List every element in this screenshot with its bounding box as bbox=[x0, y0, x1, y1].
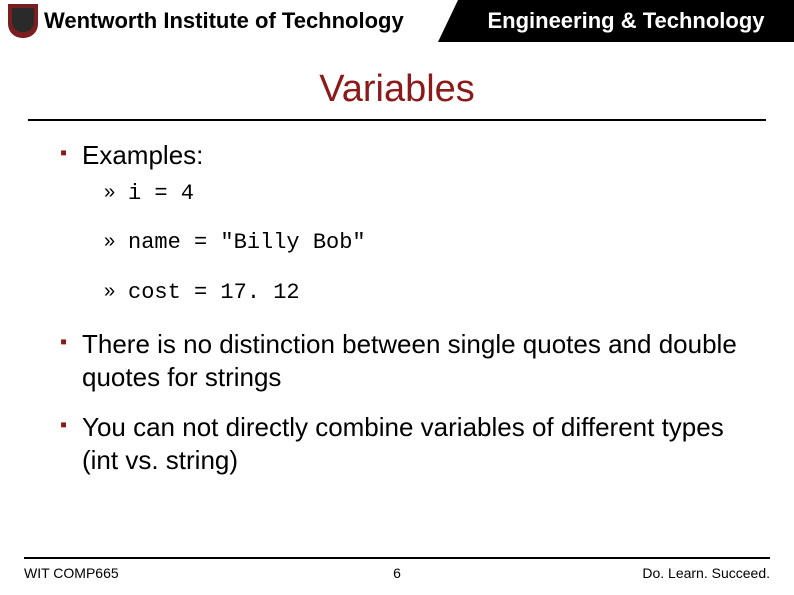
institution-logo bbox=[8, 4, 38, 38]
header-left: Wentworth Institute of Technology bbox=[0, 0, 458, 42]
footer-row: WIT COMP665 6 Do. Learn. Succeed. bbox=[24, 565, 770, 581]
code-example: name = "Billy Bob" bbox=[104, 229, 746, 257]
bullet-text: There is no distinction between single q… bbox=[82, 329, 737, 392]
slide-number: 6 bbox=[393, 565, 401, 581]
footer-divider bbox=[24, 557, 770, 559]
title-block: Variables bbox=[0, 68, 794, 121]
bullet-text: Examples: bbox=[82, 140, 203, 170]
footer-course-code: WIT COMP665 bbox=[24, 565, 119, 581]
department-label: Engineering & Technology bbox=[458, 0, 794, 42]
slide-title: Variables bbox=[319, 68, 475, 115]
code-example: i = 4 bbox=[104, 180, 746, 208]
bullet-item: Examples: i = 4 name = "Billy Bob" cost … bbox=[60, 139, 746, 306]
slide-header: Wentworth Institute of Technology Engine… bbox=[0, 0, 794, 42]
slide-footer: WIT COMP665 6 Do. Learn. Succeed. bbox=[0, 557, 794, 581]
sub-bullet-list: i = 4 name = "Billy Bob" cost = 17. 12 bbox=[104, 180, 746, 307]
slide-content: Examples: i = 4 name = "Billy Bob" cost … bbox=[0, 121, 794, 476]
bullet-text: You can not directly combine variables o… bbox=[82, 412, 724, 475]
code-example: cost = 17. 12 bbox=[104, 279, 746, 307]
footer-tagline: Do. Learn. Succeed. bbox=[642, 565, 770, 581]
bullet-item: There is no distinction between single q… bbox=[60, 328, 746, 393]
institution-name: Wentworth Institute of Technology bbox=[44, 8, 404, 34]
bullet-item: You can not directly combine variables o… bbox=[60, 411, 746, 476]
